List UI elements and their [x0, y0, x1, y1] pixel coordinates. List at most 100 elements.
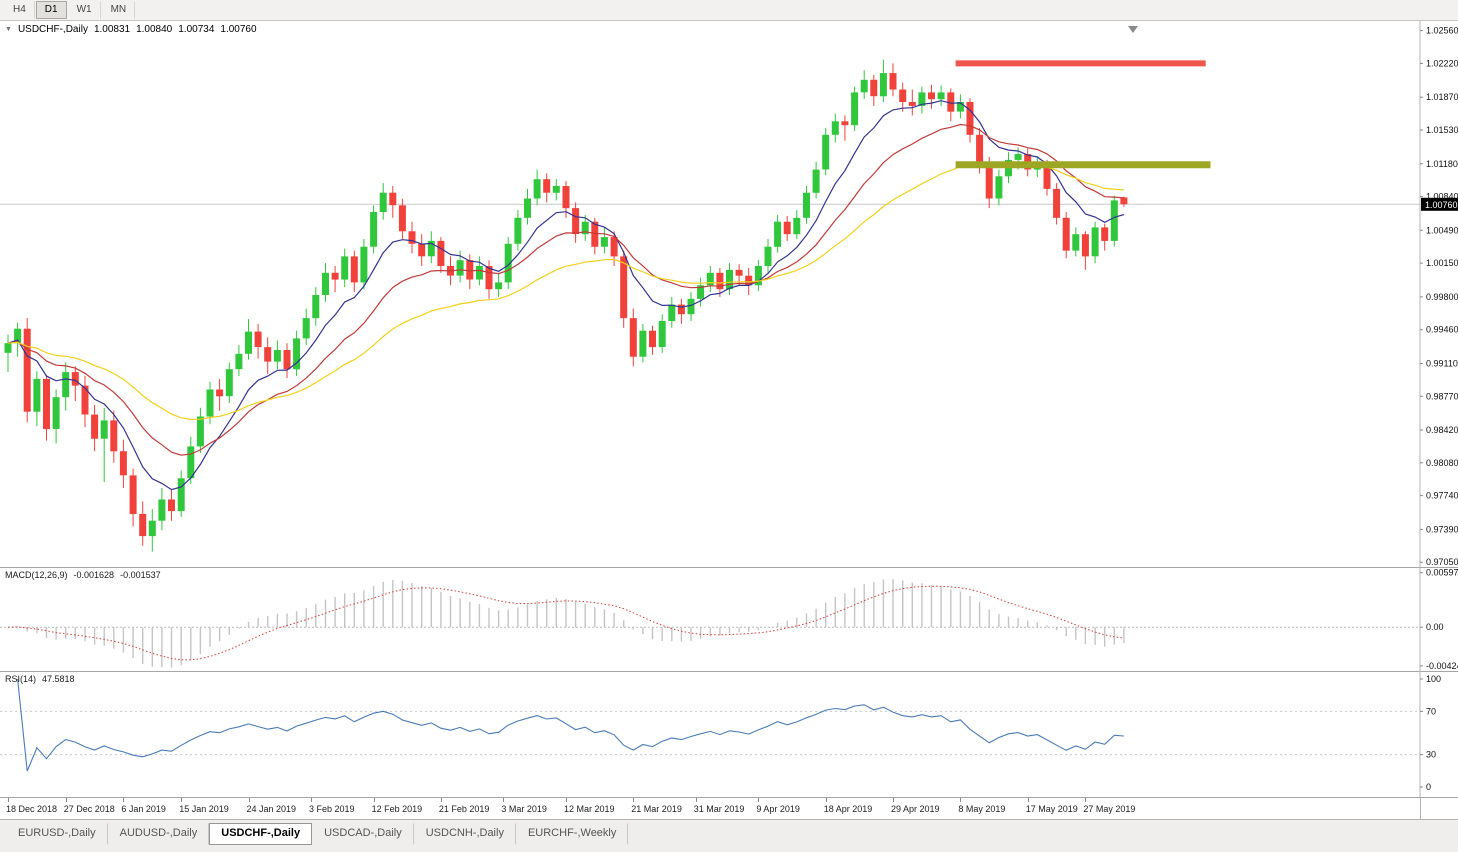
svg-text:0.98770: 0.98770: [1426, 391, 1458, 401]
date-axis-label: 3 Feb 2019: [309, 804, 355, 814]
svg-text:0.00597: 0.00597: [1426, 568, 1458, 578]
rsi-panel[interactable]: 100 70 30 0 RSI(14) 47.5818: [0, 671, 1458, 797]
svg-text:0.97740: 0.97740: [1426, 491, 1458, 501]
macd-signal-line: [7, 585, 1124, 661]
svg-text:0.99460: 0.99460: [1426, 325, 1458, 335]
date-tick: [440, 798, 442, 802]
timeframe-d1-button[interactable]: D1: [35, 1, 67, 19]
date-axis[interactable]: 18 Dec 2018 27 Dec 2018 6 Jan 2019 15 Jan 2…: [0, 797, 1458, 819]
ma-slow-line: [7, 164, 1124, 421]
macd-canvas[interactable]: 0.00597 0.00 -0.00424: [0, 567, 1458, 671]
candles: [4, 59, 1128, 552]
chart-tab-audusd[interactable]: AUDUSD-,Daily: [108, 823, 210, 845]
date-tick: [893, 798, 894, 802]
timeframe-w1-button[interactable]: W1: [68, 1, 101, 19]
date-axis-label: 18 Dec 2018: [6, 804, 58, 814]
chart-tab-usdchf[interactable]: USDCHF-,Daily: [209, 823, 313, 845]
svg-text:1.00490: 1.00490: [1426, 225, 1458, 235]
date-axis-label: 24 Jan 2019: [246, 804, 297, 814]
rsi-name: RSI(14): [5, 674, 37, 684]
date-axis-label: 27 Dec 2018: [63, 804, 115, 814]
date-tick: [181, 798, 183, 802]
date-axis-label: 8 May 2019: [958, 804, 1006, 814]
date-axis-label: 15 Jan 2019: [179, 804, 229, 814]
current-price-badge: 1.00760: [1421, 197, 1458, 211]
svg-text:0.98420: 0.98420: [1426, 425, 1458, 435]
date-axis-label: 9 Apr 2019: [756, 804, 800, 814]
date-axis-label: 27 May 2019: [1083, 804, 1136, 814]
macd-panel[interactable]: 0.00597 0.00 -0.00424 MACD(12,26,9) -0.001…: [0, 567, 1458, 671]
date-axis-label: 17 May 2019: [1025, 804, 1078, 814]
date-tick: [1027, 798, 1029, 802]
macd-name: MACD(12,26,9): [5, 570, 68, 580]
svg-text:1.01180: 1.01180: [1426, 159, 1458, 169]
svg-text:-0.00424: -0.00424: [1426, 661, 1458, 671]
svg-text:1.02220: 1.02220: [1426, 58, 1458, 68]
date-tick: [65, 798, 67, 802]
svg-text:70: 70: [1426, 706, 1436, 716]
svg-text:1.01870: 1.01870: [1426, 92, 1458, 102]
price-axis[interactable]: 1.02560 1.02220 1.01870 1.01530 1.01180 1.008…: [1420, 26, 1458, 567]
ohlc-open: 1.00831: [93, 24, 131, 35]
date-tick: [8, 798, 9, 802]
date-tick: [1085, 798, 1087, 802]
macd-signal-value: -0.001537: [120, 570, 161, 580]
macd-label: MACD(12,26,9) -0.001628 -0.001537: [5, 570, 161, 580]
ohlc-high: 1.00840: [136, 24, 173, 35]
macd-axis[interactable]: 0.00597 0.00 -0.00424: [1420, 568, 1458, 671]
chart-tab-bar: EURUSD-,Daily AUDUSD-,Daily USDCHF-,Daily U…: [0, 819, 1458, 852]
svg-text:0.99110: 0.99110: [1426, 359, 1458, 369]
price-chart-canvas[interactable]: 1.02560 1.02220 1.01870 1.01530 1.01180 1.008…: [0, 21, 1458, 567]
rsi-label: RSI(14) 47.5818: [5, 674, 75, 684]
ma-fast-line: [7, 100, 1125, 491]
date-tick: [123, 798, 125, 802]
date-axis-label: 21 Mar 2019: [631, 804, 682, 814]
svg-text:0: 0: [1426, 782, 1431, 792]
svg-text:30: 30: [1426, 750, 1436, 760]
ohlc-close: 1.00760: [220, 24, 257, 35]
date-axis-label: 12 Feb 2019: [371, 804, 423, 814]
date-axis-label: 6 Jan 2019: [121, 804, 166, 814]
date-tick: [373, 798, 375, 802]
timeframe-toolbar: H4 D1 W1 MN: [0, 0, 1458, 21]
svg-text:0.98080: 0.98080: [1426, 458, 1458, 468]
rsi-canvas[interactable]: 100 70 30 0: [0, 671, 1458, 797]
macd-main-value: -0.001628: [73, 570, 115, 580]
date-tick: [248, 798, 250, 802]
scale-divider: [1420, 798, 1421, 819]
chart-tab-eurchf[interactable]: EURCHF-,Weekly: [516, 823, 629, 845]
date-axis-label: 29 Apr 2019: [891, 804, 940, 814]
rsi-value: 47.5818: [42, 674, 75, 684]
chart-tab-usdcad[interactable]: USDCAD-,Daily: [312, 823, 414, 845]
date-tick: [503, 798, 505, 802]
timeframe-mn-button[interactable]: MN: [102, 1, 136, 19]
timeframe-h4-button[interactable]: H4: [4, 1, 35, 19]
svg-text:1.00150: 1.00150: [1426, 258, 1458, 268]
date-tick: [633, 798, 635, 802]
svg-text:0.99800: 0.99800: [1426, 292, 1458, 302]
price-chart-panel[interactable]: 1.02560 1.02220 1.01870 1.01530 1.01180 1.008…: [0, 21, 1458, 567]
date-axis-label: 21 Feb 2019: [438, 804, 490, 814]
date-tick: [566, 798, 567, 802]
svg-text:0.97390: 0.97390: [1426, 524, 1458, 534]
rsi-line: [17, 678, 1124, 772]
svg-text:100: 100: [1426, 674, 1441, 684]
svg-text:0.97050: 0.97050: [1426, 557, 1458, 567]
chart-tab-usdcnh[interactable]: USDCNH-,Daily: [414, 823, 516, 845]
date-axis-label: 3 Mar 2019: [501, 804, 547, 814]
chart-symbol: USDCHF-,Daily: [17, 24, 88, 35]
date-axis-label: 18 Apr 2019: [823, 804, 873, 814]
svg-text:1.01530: 1.01530: [1426, 125, 1458, 135]
svg-text:1.02560: 1.02560: [1426, 26, 1458, 36]
symbol-dropdown-icon[interactable]: ▼: [5, 26, 12, 33]
chart-tab-eurusd[interactable]: EURUSD-,Daily: [6, 823, 108, 845]
date-tick: [311, 798, 312, 802]
date-axis-label: 31 Mar 2019: [693, 804, 745, 814]
chart-title: ▼ USDCHF-,Daily 1.00831 1.00840 1.00734 …: [5, 24, 257, 35]
chart-shift-marker: [1128, 26, 1138, 33]
date-axis-label: 12 Mar 2019: [564, 804, 615, 814]
date-tick: [825, 798, 827, 802]
ma-mid-line: [7, 123, 1124, 456]
rsi-axis[interactable]: 100 70 30 0: [1420, 674, 1441, 792]
